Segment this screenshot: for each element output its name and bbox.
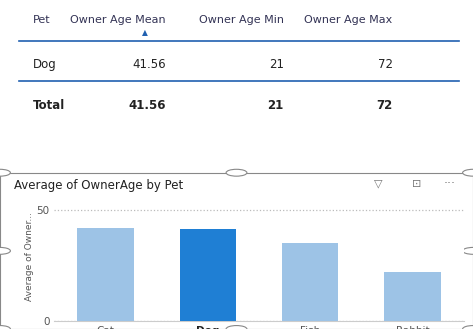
Text: ···: ···	[443, 177, 455, 190]
Text: 72: 72	[377, 58, 393, 71]
Circle shape	[463, 247, 473, 254]
Text: 41.56: 41.56	[132, 58, 166, 71]
Circle shape	[0, 169, 10, 176]
Text: Pet: Pet	[33, 15, 51, 25]
Bar	[180, 229, 236, 321]
Y-axis label: Average of Owner...: Average of Owner...	[25, 212, 34, 301]
Text: Dog: Dog	[33, 58, 57, 71]
Text: Total: Total	[33, 99, 65, 112]
Circle shape	[463, 326, 473, 329]
Text: 21: 21	[268, 99, 284, 112]
Text: 72: 72	[377, 99, 393, 112]
Text: Owner Age Mean: Owner Age Mean	[70, 15, 166, 25]
Text: ⊡: ⊡	[412, 179, 421, 189]
Text: Owner Age Min: Owner Age Min	[199, 15, 284, 25]
Bar	[78, 228, 134, 321]
Text: 21: 21	[269, 58, 284, 71]
Bar	[282, 243, 338, 321]
Text: Owner Age Max: Owner Age Max	[304, 15, 393, 25]
Circle shape	[0, 247, 10, 254]
Text: ▲: ▲	[142, 28, 148, 37]
Circle shape	[226, 169, 247, 176]
Bar	[384, 272, 440, 321]
Circle shape	[0, 326, 10, 329]
Text: 41.56: 41.56	[128, 99, 166, 112]
Text: ▽: ▽	[374, 179, 383, 189]
Circle shape	[226, 326, 247, 329]
Text: Average of OwnerAge by Pet: Average of OwnerAge by Pet	[14, 179, 184, 192]
Circle shape	[463, 169, 473, 176]
